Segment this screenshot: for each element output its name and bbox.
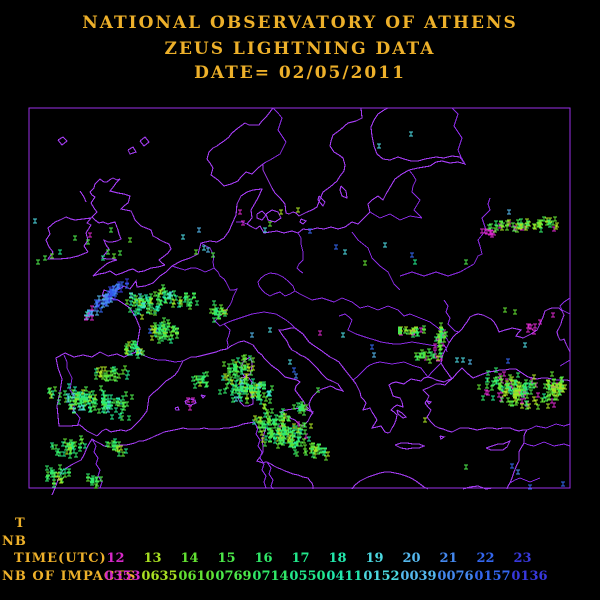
time-value-19: 19 (365, 551, 384, 566)
time-values-row: 12 13 14 15 16 17 18 19 20 21 22 23 (97, 551, 541, 566)
impacts-value-17: 0550 (289, 569, 326, 584)
time-value-14: 14 (180, 551, 199, 566)
strike-marks (46, 216, 563, 489)
impacts-value-14: 0610 (178, 569, 215, 584)
impacts-value-12: 0353 (104, 569, 141, 584)
strike-marks (50, 249, 546, 475)
impacts-value-15: 0769 (215, 569, 252, 584)
strike-marks (45, 218, 552, 488)
time-value-20: 20 (402, 551, 421, 566)
title-zeus: ZEUS LIGHTNING DATA (164, 39, 436, 59)
strike-marks (90, 278, 129, 316)
time-value-15: 15 (217, 551, 236, 566)
impacts-value-23: 0136 (511, 569, 548, 584)
title-date: DATE= 02/05/2011 (194, 63, 406, 83)
time-value-12: 12 (106, 551, 125, 566)
strike-marks (87, 283, 520, 475)
time-value-21: 21 (439, 551, 458, 566)
impacts-value-22: 0157 (474, 569, 511, 584)
legend-nb-label: NB (2, 534, 27, 549)
legend-impacts-label: NB OF IMPACTS (2, 569, 137, 584)
impacts-value-19: 0152 (363, 569, 400, 584)
time-value-18: 18 (328, 551, 347, 566)
strike-marks (33, 131, 527, 413)
impacts-value-18: 0411 (326, 569, 363, 584)
title-observatory: NATIONAL OBSERVATORY OF ATHENS (82, 13, 518, 33)
time-value-22: 22 (476, 551, 495, 566)
impacts-value-13: 0635 (141, 569, 178, 584)
time-value-17: 17 (291, 551, 310, 566)
lightning-markers (33, 131, 567, 490)
time-value-13: 13 (143, 551, 162, 566)
time-value-23: 23 (513, 551, 532, 566)
impact-values-row: 0353 0635 0610 0769 0714 0550 0411 0152 0039 0076… (104, 569, 548, 584)
impacts-value-20: 0039 (400, 569, 437, 584)
impacts-value-16: 0714 (252, 569, 289, 584)
impacts-value-21: 0076 (437, 569, 474, 584)
legend-t-label: T (15, 516, 26, 531)
legend-time-label: TIME(UTC) (14, 551, 107, 566)
time-value-16: 16 (254, 551, 273, 566)
